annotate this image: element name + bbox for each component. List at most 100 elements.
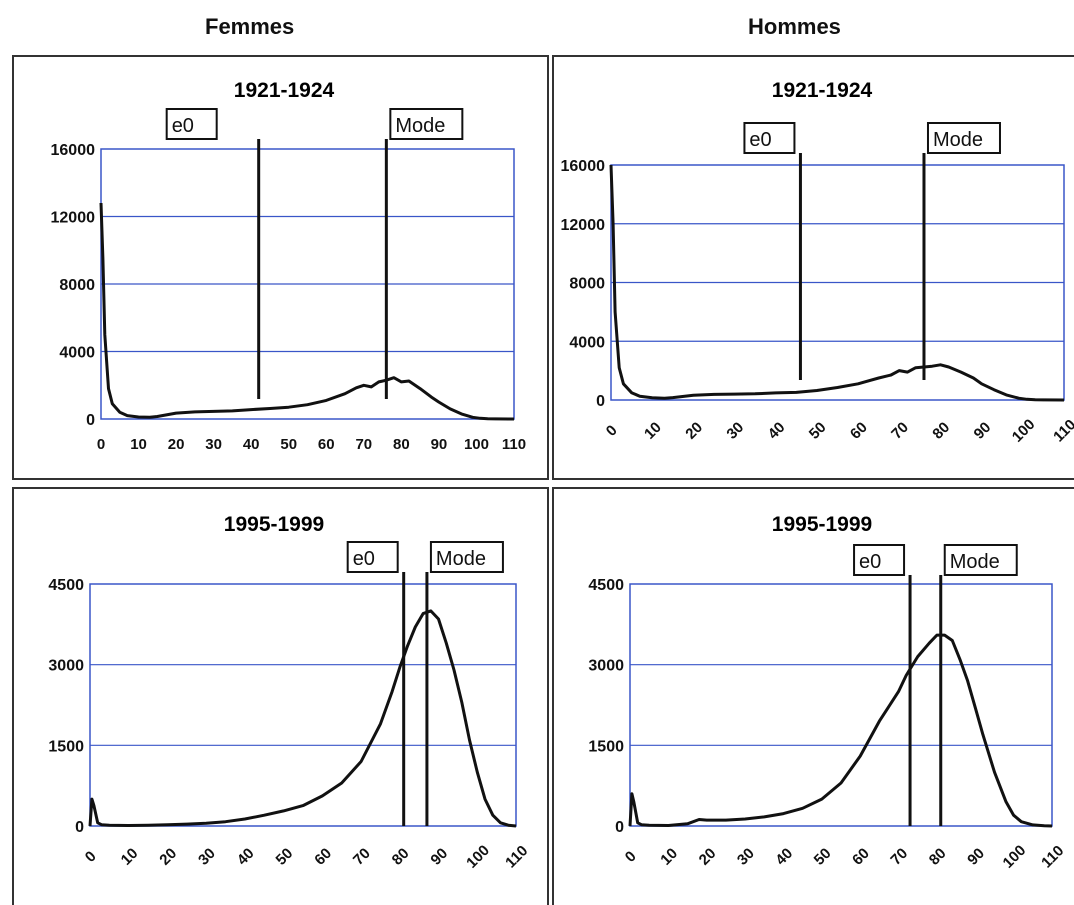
x-tick-label: 0	[603, 422, 621, 440]
x-tick-label: 30	[723, 419, 747, 443]
marker-label-mode: Mode	[950, 551, 1000, 573]
x-tick-label: 70	[355, 436, 372, 453]
chart-panel-hommes-1995: 1995-1999 0 1500 3000 4500 0 10 20 30 40 50 60 70 80 9…	[552, 487, 1074, 905]
x-tick-label: 100	[463, 842, 493, 872]
marker-box-e0	[165, 108, 218, 140]
y-tick-label: 1500	[588, 738, 624, 755]
x-tick-label: 80	[929, 419, 953, 443]
x-tick-label: 50	[806, 419, 830, 443]
x-tick-label: 20	[168, 436, 185, 453]
chart-femmes-1995-1999: 1995-1999 0 1500 3000 4500 0 10 20 30 40 50 60 70 80 9…	[48, 513, 531, 872]
x-tick-label: 0	[82, 848, 100, 866]
x-tick-label: 110	[502, 436, 526, 453]
series-line	[88, 609, 517, 828]
x-tick-label: 40	[243, 436, 260, 453]
marker-label-e0: e0	[859, 551, 881, 573]
x-tick-label: 60	[847, 419, 871, 443]
marker-label-mode: Mode	[395, 115, 445, 137]
x-tick-label: 110	[1050, 416, 1074, 445]
x-tick-label: 70	[350, 845, 374, 869]
x-tick-label: 30	[734, 845, 758, 869]
x-tick-label: 80	[389, 845, 413, 869]
x-tick-label: 90	[427, 845, 451, 869]
y-tick-label: 4000	[59, 345, 95, 362]
series-line	[609, 164, 1065, 402]
x-tick-label: 10	[641, 419, 665, 443]
y-tick-label: 0	[615, 819, 624, 836]
heading-femmes: Femmes	[205, 14, 295, 39]
x-tick-label: 110	[502, 842, 531, 871]
x-tick-label: 20	[696, 845, 720, 869]
x-tick-label: 50	[273, 845, 297, 869]
x-tick-label: 40	[772, 845, 796, 869]
x-tick-label: 10	[130, 436, 147, 453]
plot-area	[629, 583, 1053, 827]
x-tick-label: 40	[765, 419, 789, 443]
x-tick-label: 50	[811, 845, 835, 869]
plot-area	[89, 583, 517, 827]
x-tick-label: 70	[888, 419, 912, 443]
chart-hommes-1921-1924: 1921-1924 0 4000 8000 12000 16000 0 10 20 30 40 50 6…	[561, 79, 1074, 446]
y-tick-label: 4000	[569, 334, 605, 351]
y-tick-label: 12000	[51, 210, 96, 227]
chart-title: 1995-1999	[772, 513, 872, 536]
x-tick-label: 90	[971, 419, 995, 443]
x-tick-label: 30	[205, 436, 222, 453]
marker-label-e0: e0	[172, 115, 194, 137]
x-tick-label: 90	[964, 845, 988, 869]
chart-panel-femmes-1921: 1921-1924 0 4000 8000 12000 16000 0 10 20 30 40 50 6…	[12, 55, 549, 480]
series-line	[628, 633, 1053, 828]
y-tick-label: 8000	[59, 277, 95, 294]
y-tick-label: 12000	[561, 217, 606, 234]
chart-hommes-1995-1999: 1995-1999 0 1500 3000 4500 0 10 20 30 40 50 60 70 80 9…	[588, 513, 1067, 872]
marker-box-e0	[743, 122, 796, 154]
x-tick-label: 100	[1000, 842, 1030, 872]
x-tick-label: 20	[682, 419, 706, 443]
marker-box-mode	[926, 122, 1001, 154]
x-tick-label: 20	[156, 845, 180, 869]
y-tick-label: 0	[596, 393, 605, 410]
x-tick-label: 30	[195, 845, 219, 869]
y-tick-label: 4500	[588, 577, 624, 594]
x-tick-label: 10	[118, 845, 142, 869]
x-tick-label: 0	[97, 436, 105, 453]
y-tick-label: 4500	[48, 577, 84, 594]
x-tick-label: 100	[1009, 416, 1039, 446]
marker-box-mode	[943, 544, 1018, 576]
marker-label-e0: e0	[749, 129, 771, 151]
x-tick-label: 90	[431, 436, 448, 453]
x-tick-label: 60	[311, 845, 335, 869]
marker-label-mode: Mode	[436, 548, 486, 570]
marker-box-e0	[853, 544, 906, 576]
chart-panel-hommes-1921: 1921-1924 0 4000 8000 12000 16000 0 10 20 30 40 50 6…	[552, 55, 1074, 480]
marker-label-e0: e0	[353, 548, 375, 570]
x-tick-label: 60	[318, 436, 335, 453]
x-tick-label: 80	[926, 845, 950, 869]
x-tick-label: 80	[393, 436, 410, 453]
marker-box-e0	[346, 541, 399, 573]
y-tick-label: 3000	[588, 658, 624, 675]
y-tick-label: 16000	[561, 158, 606, 175]
y-tick-label: 0	[86, 412, 95, 429]
x-tick-label: 0	[622, 848, 640, 866]
chart-title: 1921-1924	[234, 79, 335, 102]
x-tick-label: 110	[1038, 842, 1067, 871]
x-tick-label: 70	[887, 845, 911, 869]
chart-femmes-1921-1924: 1921-1924 0 4000 8000 12000 16000 0 10 20 30 40 50 6…	[51, 79, 527, 453]
chart-title: 1921-1924	[772, 79, 873, 102]
y-tick-label: 0	[75, 819, 84, 836]
x-tick-label: 50	[280, 436, 297, 453]
marker-box-mode	[389, 108, 464, 140]
chart-title: 1995-1999	[224, 513, 324, 536]
y-tick-label: 3000	[48, 658, 84, 675]
x-tick-label: 100	[464, 436, 489, 453]
y-tick-label: 16000	[51, 142, 96, 159]
heading-hommes: Hommes	[748, 14, 841, 39]
x-tick-label: 10	[657, 845, 681, 869]
chart-panel-femmes-1995: 1995-1999 0 1500 3000 4500 0 10 20 30 40 50 60 70 80 9…	[12, 487, 549, 905]
y-tick-label: 8000	[569, 276, 605, 293]
marker-box-mode	[429, 541, 504, 573]
marker-label-mode: Mode	[933, 129, 983, 151]
y-tick-label: 1500	[48, 738, 84, 755]
series-line	[99, 202, 515, 421]
